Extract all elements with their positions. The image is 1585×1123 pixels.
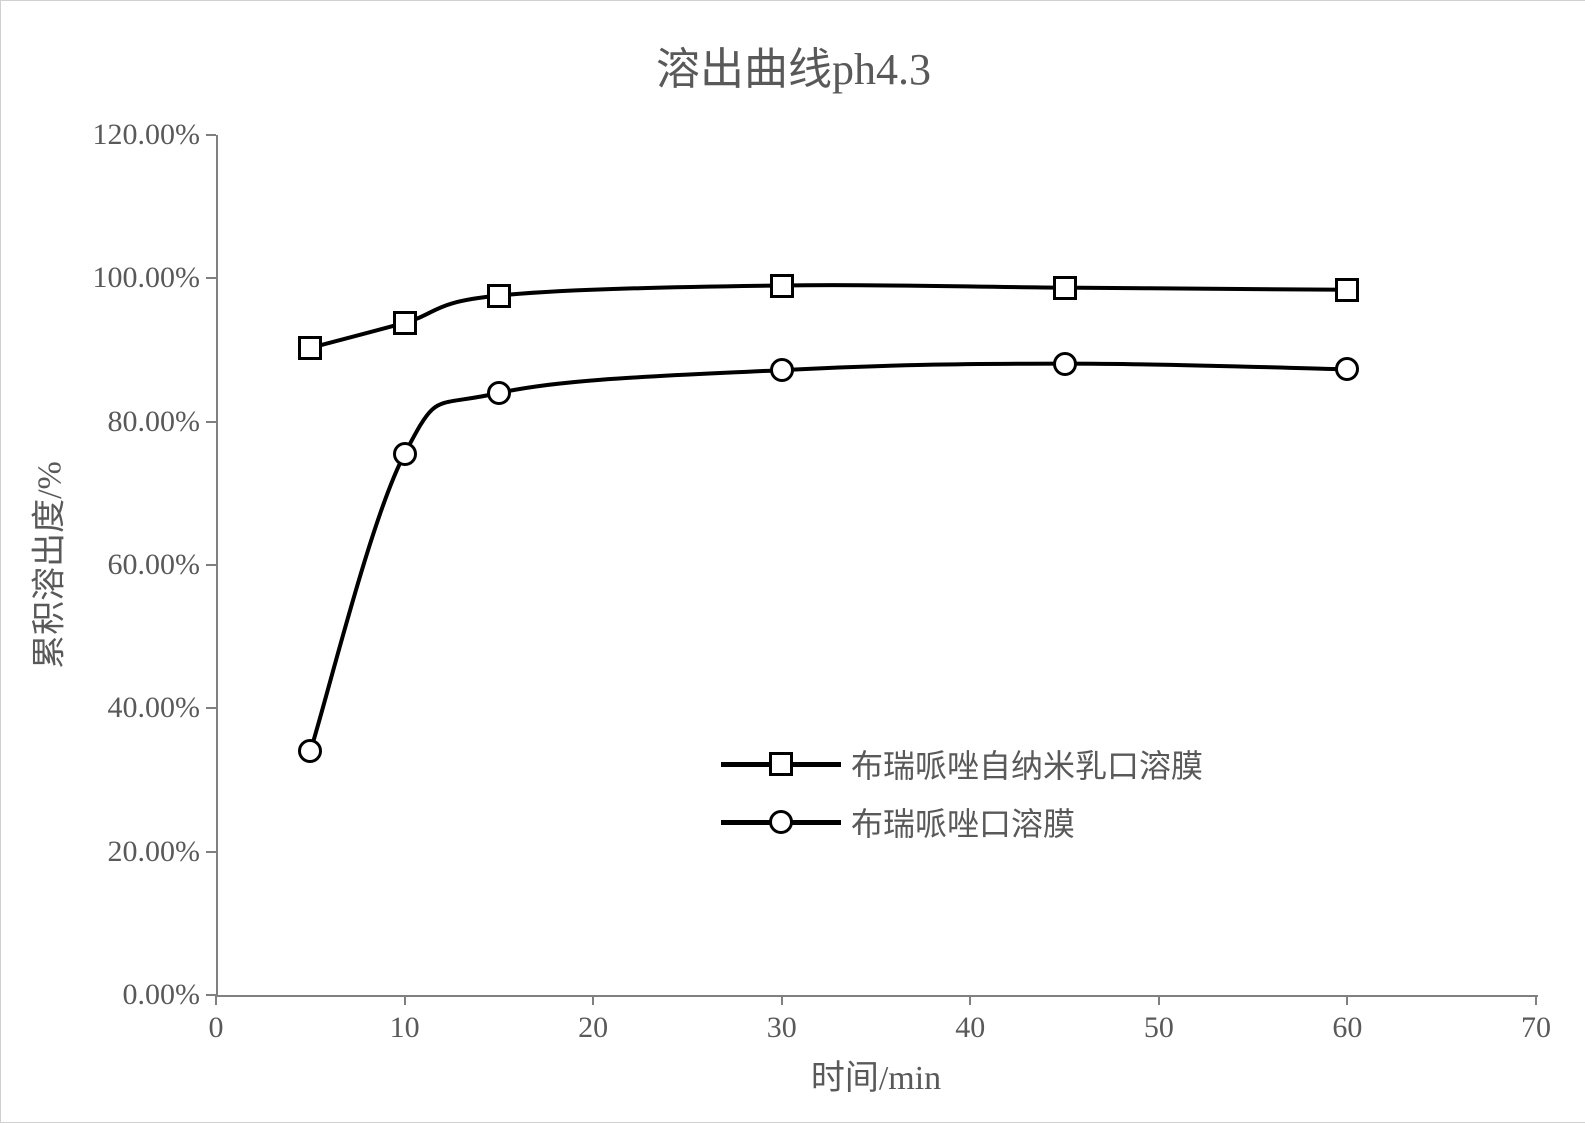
series-marker-1 xyxy=(1053,352,1077,376)
series-marker-1 xyxy=(393,442,417,466)
legend-label: 布瑞哌唑自纳米乳口溶膜 xyxy=(851,741,1203,787)
series-marker-1 xyxy=(1335,357,1359,381)
y-tick-label: 60.00% xyxy=(108,548,201,582)
series-marker-1 xyxy=(487,381,511,405)
y-tick-label: 80.00% xyxy=(108,405,201,439)
x-tick-label: 40 xyxy=(955,1011,985,1045)
series-marker-0 xyxy=(1053,276,1077,300)
y-axis-title: 累积溶出度/% xyxy=(22,461,71,669)
x-tick-label: 60 xyxy=(1332,1011,1362,1045)
x-tick-label: 10 xyxy=(390,1011,420,1045)
series-marker-0 xyxy=(393,311,417,335)
x-tick-mark xyxy=(1346,995,1348,1005)
plot-area xyxy=(216,135,1538,997)
x-tick-label: 20 xyxy=(578,1011,608,1045)
series-marker-1 xyxy=(770,358,794,382)
x-tick-mark xyxy=(215,995,217,1005)
legend-item-1: 布瑞哌唑口溶膜 xyxy=(721,799,1203,845)
y-tick-label: 120.00% xyxy=(93,118,201,152)
x-tick-label: 0 xyxy=(209,1011,224,1045)
series-marker-0 xyxy=(487,284,511,308)
series-marker-0 xyxy=(1335,278,1359,302)
y-tick-mark xyxy=(206,564,216,566)
chart-container: 溶出曲线ph4.3 累积溶出度/% 时间/min 布瑞哌唑自纳米乳口溶膜布瑞哌唑… xyxy=(0,0,1585,1123)
y-tick-label: 20.00% xyxy=(108,835,201,869)
legend-line-icon xyxy=(721,749,841,779)
x-tick-label: 70 xyxy=(1521,1011,1551,1045)
legend-label: 布瑞哌唑口溶膜 xyxy=(851,799,1075,845)
x-tick-mark xyxy=(1158,995,1160,1005)
x-tick-mark xyxy=(969,995,971,1005)
y-tick-label: 40.00% xyxy=(108,691,201,725)
x-tick-mark xyxy=(592,995,594,1005)
legend-item-0: 布瑞哌唑自纳米乳口溶膜 xyxy=(721,741,1203,787)
chart-title: 溶出曲线ph4.3 xyxy=(1,33,1585,97)
x-tick-label: 50 xyxy=(1144,1011,1174,1045)
y-tick-mark xyxy=(206,421,216,423)
x-axis-title: 时间/min xyxy=(811,1050,941,1099)
y-tick-label: 100.00% xyxy=(93,261,201,295)
y-tick-mark xyxy=(206,707,216,709)
legend: 布瑞哌唑自纳米乳口溶膜布瑞哌唑口溶膜 xyxy=(721,741,1203,845)
y-tick-label: 0.00% xyxy=(123,978,201,1012)
x-tick-mark xyxy=(781,995,783,1005)
legend-line-icon xyxy=(721,807,841,837)
series-marker-0 xyxy=(298,336,322,360)
x-tick-mark xyxy=(404,995,406,1005)
series-marker-0 xyxy=(770,274,794,298)
y-tick-mark xyxy=(206,851,216,853)
y-tick-mark xyxy=(206,134,216,136)
y-tick-mark xyxy=(206,277,216,279)
circle-marker-icon xyxy=(769,810,793,834)
series-marker-1 xyxy=(298,739,322,763)
x-tick-mark xyxy=(1535,995,1537,1005)
x-tick-label: 30 xyxy=(767,1011,797,1045)
square-marker-icon xyxy=(769,752,793,776)
